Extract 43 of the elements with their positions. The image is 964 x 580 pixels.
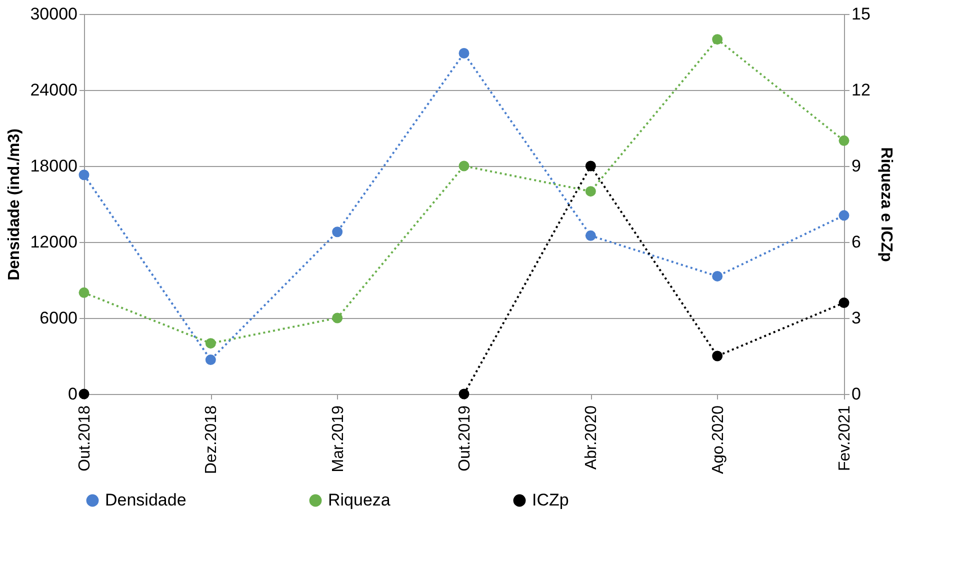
y2-tick-label: 6 bbox=[852, 232, 861, 252]
y2-tick-label: 9 bbox=[852, 156, 861, 176]
point bbox=[78, 287, 90, 298]
y2-tick-label: 12 bbox=[852, 80, 870, 100]
x-tick-label: Mar.2019 bbox=[330, 405, 347, 472]
legend-label: Riqueza bbox=[328, 490, 391, 510]
legend-label: ICZp bbox=[532, 490, 569, 510]
y2-tick-label: 0 bbox=[852, 384, 861, 404]
y2-tick-label: 15 bbox=[852, 4, 870, 24]
x-tick-label: Out.2019 bbox=[456, 405, 474, 472]
point bbox=[332, 312, 343, 324]
point bbox=[458, 48, 470, 58]
point bbox=[838, 298, 850, 308]
x-tick-label: Fev.2021 bbox=[836, 405, 854, 472]
point bbox=[838, 135, 850, 146]
y-tick-label: 0 bbox=[68, 384, 78, 404]
y-tick-label: 12000 bbox=[30, 232, 78, 252]
point bbox=[458, 160, 470, 172]
x-tick-label: Abr.2020 bbox=[583, 405, 600, 470]
point bbox=[712, 34, 723, 45]
legend-label: Densidade bbox=[105, 490, 186, 510]
x-tick-label: Out.2018 bbox=[76, 405, 94, 472]
x-tick-label: Ago.2020 bbox=[710, 405, 727, 474]
point bbox=[205, 338, 216, 349]
point bbox=[78, 170, 90, 180]
y-tick-label: 30000 bbox=[30, 4, 78, 24]
point bbox=[838, 210, 850, 221]
point bbox=[585, 186, 596, 197]
point bbox=[458, 388, 470, 400]
y2-axis-title: Riqueza e ICZp bbox=[877, 147, 894, 262]
point bbox=[585, 160, 596, 172]
point bbox=[712, 350, 723, 362]
y2-tick-label: 3 bbox=[852, 308, 861, 328]
point bbox=[712, 270, 723, 282]
point bbox=[205, 354, 216, 366]
y-tick-label: 6000 bbox=[40, 308, 78, 328]
y-axis-title: Densidade (ind./m3) bbox=[6, 128, 24, 281]
y-tick-label: 24000 bbox=[30, 80, 78, 100]
point bbox=[585, 230, 596, 241]
point bbox=[78, 388, 90, 400]
point bbox=[332, 226, 343, 238]
x-tick-label: Dez.2018 bbox=[203, 405, 220, 474]
y-tick-label: 18000 bbox=[30, 156, 78, 176]
